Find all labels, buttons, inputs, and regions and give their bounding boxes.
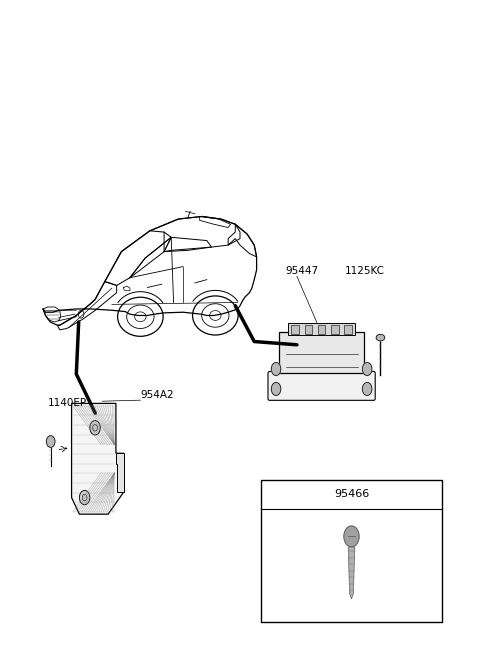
Circle shape — [362, 363, 372, 376]
Ellipse shape — [90, 420, 100, 435]
Bar — [304, 325, 312, 334]
Text: 954A2: 954A2 — [140, 390, 174, 400]
Circle shape — [271, 382, 281, 396]
Bar — [291, 325, 299, 334]
Bar — [344, 325, 352, 334]
Polygon shape — [348, 547, 355, 599]
Circle shape — [47, 436, 55, 447]
FancyBboxPatch shape — [268, 371, 375, 400]
Text: 1140EP: 1140EP — [48, 398, 87, 408]
Bar — [261, 480, 442, 622]
Bar — [318, 325, 325, 334]
Text: 95466: 95466 — [334, 489, 369, 499]
Text: 95447: 95447 — [285, 266, 318, 277]
Ellipse shape — [79, 490, 90, 505]
Polygon shape — [116, 453, 124, 492]
Ellipse shape — [376, 334, 384, 341]
Bar — [279, 332, 364, 373]
Bar — [331, 325, 339, 334]
Text: 1125KC: 1125KC — [344, 266, 384, 277]
Bar — [288, 323, 355, 334]
Polygon shape — [72, 403, 124, 514]
Circle shape — [344, 526, 359, 547]
Circle shape — [362, 382, 372, 396]
Circle shape — [271, 363, 281, 376]
